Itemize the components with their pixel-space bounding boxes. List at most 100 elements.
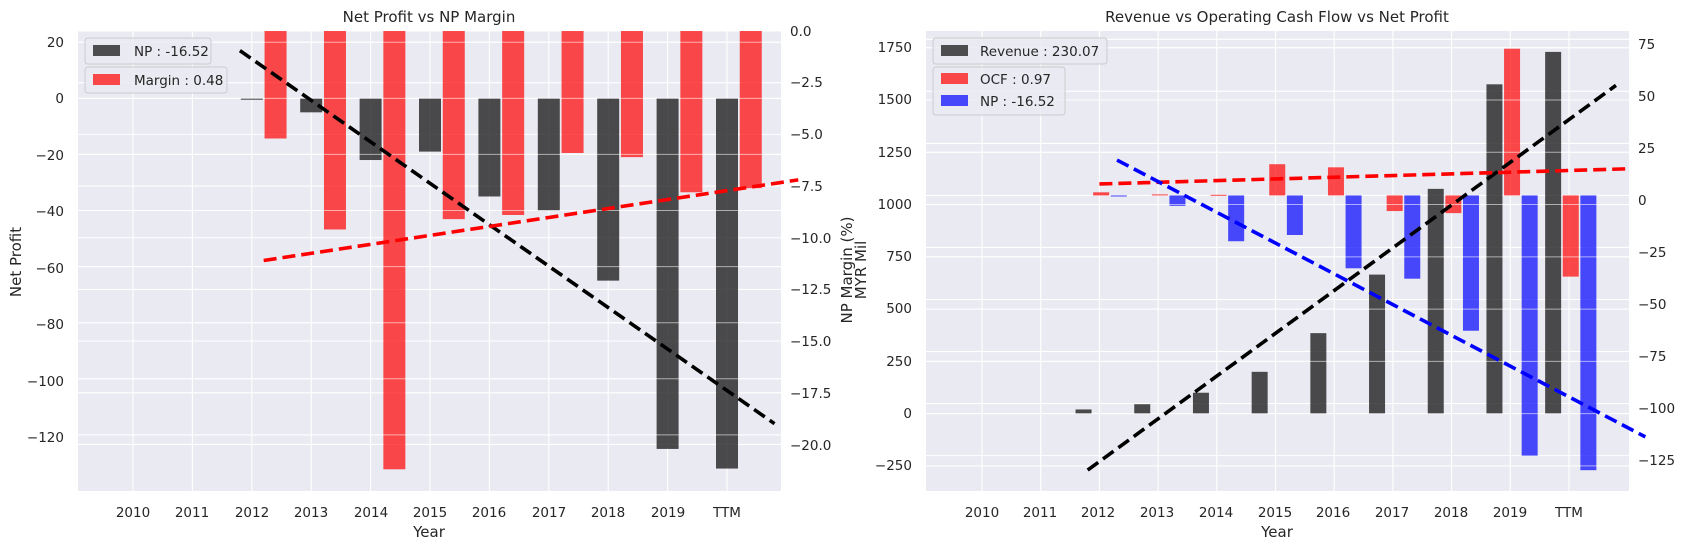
y-tick-1-7: −120 bbox=[27, 430, 64, 446]
c1-bar-margin-2015 bbox=[442, 31, 465, 220]
trendlines-2 bbox=[1086, 83, 1647, 472]
legend-2-ocf-np: OCF : 0.97 NP : -16.52 bbox=[932, 66, 1066, 116]
legend-1-margin-swatch bbox=[93, 74, 120, 85]
legend-1-margin-box bbox=[84, 66, 228, 94]
y-tick-2-0: 1750 bbox=[878, 40, 912, 56]
c2-trendline-1 bbox=[1099, 166, 1628, 186]
legend-2-ocf-swatch bbox=[941, 73, 968, 84]
y-tick-2-4: 750 bbox=[886, 249, 912, 265]
x-ticks-1: 2010 2011 2012 2013 2014 2015 2016 2017 … bbox=[116, 505, 741, 521]
c1-bar-np-2014 bbox=[359, 98, 382, 161]
y2-tick-2-6: −75 bbox=[1638, 349, 1667, 365]
x-axis-label-1: Year bbox=[412, 523, 446, 541]
y2-tick-1-7: −17.5 bbox=[790, 386, 831, 402]
c2-bar-np-2012 bbox=[1110, 195, 1127, 197]
y-tick-1-5: −80 bbox=[36, 317, 65, 333]
y-tick-1-3: −40 bbox=[36, 204, 65, 220]
c1-bar-np-2015 bbox=[419, 98, 441, 152]
y2-ticks-2: 75 50 25 0 −25 −50 −75 −100 −125 bbox=[1638, 37, 1675, 469]
c1-bar-margin-2012 bbox=[264, 31, 287, 139]
x-tick-2-0: 2010 bbox=[965, 505, 999, 521]
c1-bar-margin-2018 bbox=[620, 31, 643, 158]
x-tick-2-10: TTM bbox=[1554, 505, 1583, 521]
y-tick-1-6: −100 bbox=[27, 374, 64, 390]
y2-tick-1-2: −5.0 bbox=[790, 127, 823, 143]
legend-1-np-swatch bbox=[93, 45, 120, 56]
y2-tick-1-4: −10.0 bbox=[790, 231, 831, 247]
c2-bar-np-2013 bbox=[1169, 195, 1186, 206]
legend-2-ocf-label: OCF : 0.97 bbox=[980, 72, 1051, 88]
c2-bar-revenue-ttm bbox=[1545, 51, 1562, 414]
legend-1-margin-label: Margin : 0.48 bbox=[134, 73, 223, 89]
c2-bar-revenue-2014 bbox=[1192, 392, 1209, 414]
c2-bar-revenue-2018 bbox=[1427, 188, 1444, 414]
y-tick-2-6: 250 bbox=[886, 354, 912, 370]
c2-bar-ocf-2014 bbox=[1210, 194, 1227, 196]
c2-bar-np-2019 bbox=[1521, 195, 1538, 456]
c2-bar-ocf-2017 bbox=[1386, 195, 1403, 212]
x-tick-1-4: 2014 bbox=[354, 505, 388, 521]
x-tick-1-6: 2016 bbox=[472, 505, 506, 521]
y-tick-1-1: 0 bbox=[55, 91, 64, 107]
legend-2-revenue-swatch bbox=[941, 45, 968, 56]
x-tick-1-3: 2013 bbox=[294, 505, 328, 521]
y2-tick-2-2: 25 bbox=[1638, 141, 1655, 157]
y-tick-2-7: 0 bbox=[903, 406, 912, 422]
x-axis-label-2: Year bbox=[1260, 523, 1294, 541]
c2-bar-np-ttm bbox=[1580, 195, 1597, 471]
bars-2 bbox=[926, 47, 1629, 471]
trendlines-1 bbox=[238, 49, 799, 426]
x-tick-1-2: 2012 bbox=[235, 505, 269, 521]
c2-bar-ocf-2019 bbox=[1504, 48, 1521, 196]
c1-bar-margin-ttm bbox=[739, 31, 762, 189]
legend-2-revenue-label: Revenue : 230.07 bbox=[980, 44, 1099, 60]
c2-bar-revenue-2012 bbox=[1075, 409, 1092, 414]
c2-bar-revenue-2016 bbox=[1310, 333, 1327, 414]
y-tick-1-2: −20 bbox=[36, 148, 65, 164]
y-tick-1-4: −60 bbox=[36, 261, 65, 277]
chart-net-profit-vs-margin: Net Profit vs NP Margin Year Net Profit … bbox=[7, 8, 856, 541]
y-axis-label-1: Net Profit bbox=[7, 227, 25, 297]
c1-bar-margin-2013 bbox=[323, 31, 346, 230]
y-tick-2-5: 500 bbox=[886, 301, 912, 317]
x-ticks-2: 2010 2011 2012 2013 2014 2015 2016 2017 … bbox=[965, 505, 1583, 521]
c2-bar-ocf-2012 bbox=[1093, 192, 1110, 196]
c2-bar-np-2018 bbox=[1462, 195, 1479, 331]
c1-bar-np-2013 bbox=[300, 98, 323, 113]
x-tick-2-5: 2015 bbox=[1258, 505, 1292, 521]
c2-bar-np-2014 bbox=[1228, 195, 1245, 242]
c1-bar-margin-2017 bbox=[561, 31, 584, 153]
c1-trendline-1 bbox=[263, 178, 799, 263]
x-tick-1-7: 2017 bbox=[532, 505, 566, 521]
y-tick-2-2: 1250 bbox=[878, 145, 912, 161]
c1-bar-np-2018 bbox=[597, 98, 620, 281]
x-tick-1-1: 2011 bbox=[175, 505, 209, 521]
y2-axis-label-1: NP Margin (%) bbox=[838, 217, 856, 324]
c1-bar-np-2012 bbox=[240, 98, 263, 100]
x-tick-2-9: 2019 bbox=[1493, 505, 1527, 521]
x-tick-2-3: 2013 bbox=[1140, 505, 1174, 521]
y2-tick-2-1: 50 bbox=[1638, 89, 1655, 105]
y-tick-2-8: −250 bbox=[875, 458, 912, 474]
bars-1 bbox=[78, 31, 781, 470]
y2-tick-1-8: −20.0 bbox=[790, 438, 831, 454]
legend-2-np-label: NP : -16.52 bbox=[980, 94, 1055, 110]
x-tick-1-9: 2019 bbox=[651, 505, 685, 521]
y-axis-label-2: MYR Mil bbox=[852, 241, 870, 300]
legend-2-revenue-box bbox=[932, 37, 1108, 65]
y2-tick-2-8: −125 bbox=[1638, 453, 1675, 469]
x-tick-2-6: 2016 bbox=[1316, 505, 1350, 521]
chart-2-title: Revenue vs Operating Cash Flow vs Net Pr… bbox=[1105, 8, 1449, 26]
y2-tick-2-3: 0 bbox=[1638, 193, 1647, 209]
x-tick-1-0: 2010 bbox=[116, 505, 150, 521]
y2-tick-1-6: −15.0 bbox=[790, 334, 831, 350]
x-tick-1-8: 2018 bbox=[591, 505, 625, 521]
c2-bar-revenue-2019 bbox=[1486, 84, 1503, 414]
y-tick-1-0: 20 bbox=[47, 35, 64, 51]
x-tick-1-10: TTM bbox=[712, 505, 741, 521]
y2-tick-1-0: 0.0 bbox=[790, 24, 811, 40]
chart-revenue-ocf-np: Revenue vs Operating Cash Flow vs Net Pr… bbox=[852, 8, 1675, 541]
y2-ticks-1: 0.0 −2.5 −5.0 −7.5 −10.0 −12.5 −15.0 −17… bbox=[790, 24, 831, 454]
c2-bar-ocf-2013 bbox=[1151, 194, 1168, 196]
